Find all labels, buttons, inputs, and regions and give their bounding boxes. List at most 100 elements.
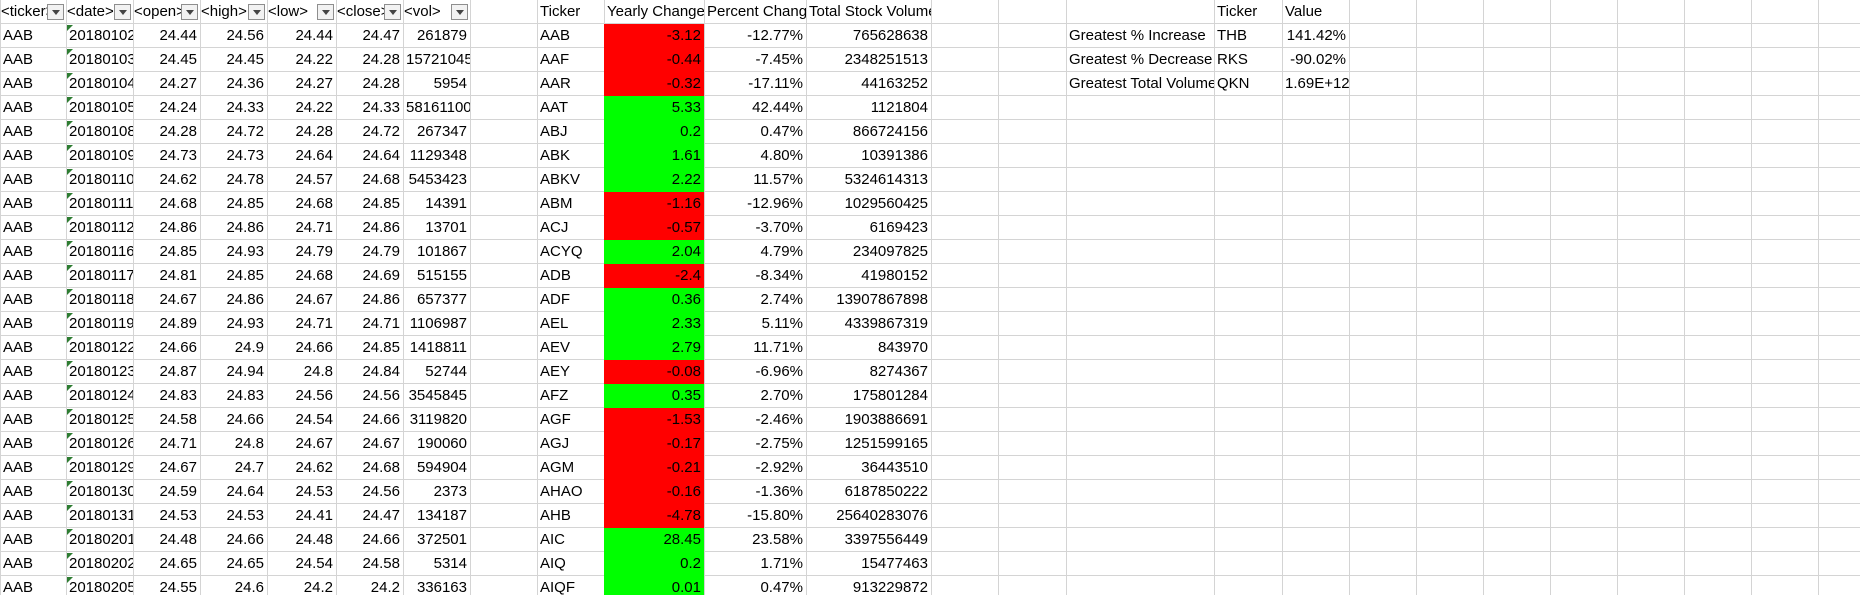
close-cell[interactable]: 24.71 [362,315,400,332]
ticker-cell[interactable]: AAB [3,339,34,356]
yearly-change-cell[interactable]: -1.16 [604,192,704,216]
yearly-change-cell[interactable]: 1.61 [604,144,704,168]
summary-header[interactable]: Yearly Change [607,3,704,20]
low-cell[interactable]: 24.71 [295,315,333,332]
yearly-change-cell[interactable]: -0.08 [604,360,704,384]
date-cell[interactable]: 20180118 [67,289,133,308]
high-cell[interactable]: 24.45 [226,51,264,68]
open-cell[interactable]: 24.68 [159,195,197,212]
close-cell[interactable]: 24.72 [362,123,400,140]
vol-cell[interactable]: 372501 [416,531,467,548]
high-cell[interactable]: 24.93 [226,315,264,332]
high-cell[interactable]: 24.53 [226,507,264,524]
close-cell[interactable]: 24.56 [362,483,400,500]
ticker-cell[interactable]: AAB [3,147,34,164]
date-cell[interactable]: 20180129 [67,457,133,476]
open-cell[interactable]: 24.28 [159,123,197,140]
filter-dropdown-icon[interactable] [248,4,265,20]
total-volume-cell[interactable]: 1029560425 [844,195,928,212]
date-cell[interactable]: 20180119 [67,313,133,332]
total-volume-cell[interactable]: 36443510 [861,459,928,476]
vol-cell[interactable]: 1106987 [409,315,467,332]
greatest-ticker-cell[interactable]: QKN [1217,75,1250,92]
summary-ticker-cell[interactable]: ACJ [540,219,569,236]
open-cell[interactable]: 24.55 [159,579,197,595]
summary-ticker-cell[interactable]: AAF [540,51,570,68]
date-cell[interactable]: 20180202 [67,553,133,572]
total-volume-cell[interactable]: 175801284 [852,387,928,404]
summary-ticker-cell[interactable]: AAB [540,27,571,44]
high-cell[interactable]: 24.72 [226,123,264,140]
ticker-cell[interactable]: AAB [3,483,34,500]
greatest-value-cell[interactable]: 1.69E+12 [1285,75,1349,92]
ticker-cell[interactable]: AAB [3,387,34,404]
filter-dropdown-icon[interactable] [317,4,334,20]
open-cell[interactable]: 24.67 [159,459,197,476]
greatest-value-cell[interactable]: 141.42% [1286,27,1346,44]
percent-change-cell[interactable]: -6.96% [755,363,803,380]
summary-ticker-cell[interactable]: AIQ [540,555,566,572]
close-cell[interactable]: 24.28 [362,75,400,92]
total-volume-cell[interactable]: 3397556449 [844,531,928,548]
vol-cell[interactable]: 134187 [416,507,467,524]
low-cell[interactable]: 24.71 [295,219,333,236]
greatest-ticker-cell[interactable]: RKS [1217,51,1248,68]
date-cell[interactable]: 20180126 [67,433,133,452]
low-cell[interactable]: 24.68 [295,195,333,212]
summary-ticker-cell[interactable]: AHB [540,507,571,524]
greatest-label-cell[interactable]: Greatest Total Volume [1069,75,1214,92]
date-cell[interactable]: 20180205 [67,577,133,595]
total-volume-cell[interactable]: 2348251513 [844,51,928,68]
yearly-change-cell[interactable]: 2.04 [604,240,704,264]
ticker-cell[interactable]: AAB [3,99,34,116]
open-cell[interactable]: 24.59 [159,483,197,500]
close-cell[interactable]: 24.64 [362,147,400,164]
open-cell[interactable]: 24.71 [159,435,197,452]
vol-cell[interactable]: 594904 [416,459,467,476]
total-volume-cell[interactable]: 15477463 [861,555,928,572]
vol-cell[interactable]: 1129348 [409,147,467,164]
summary-ticker-cell[interactable]: AAT [540,99,569,116]
percent-change-cell[interactable]: 1.71% [760,555,803,572]
vol-cell[interactable]: 2373 [433,483,467,500]
date-cell[interactable]: 20180130 [67,481,133,500]
close-cell[interactable]: 24.28 [362,51,400,68]
close-cell[interactable]: 24.85 [362,195,400,212]
close-cell[interactable]: 24.68 [362,171,400,188]
low-cell[interactable]: 24.27 [295,75,333,92]
date-cell[interactable]: 20180117 [67,265,133,284]
vol-cell[interactable]: 1418811 [409,339,467,356]
open-cell[interactable]: 24.27 [159,75,197,92]
summary-ticker-cell[interactable]: AEY [540,363,571,380]
yearly-change-cell[interactable]: 0.36 [604,288,704,312]
total-volume-cell[interactable]: 8274367 [869,363,928,380]
yearly-change-cell[interactable]: -0.17 [604,432,704,456]
ticker-cell[interactable]: AAB [3,267,34,284]
percent-change-cell[interactable]: 11.57% [753,171,803,188]
high-cell[interactable]: 24.85 [226,267,264,284]
total-volume-cell[interactable]: 1251599165 [844,435,928,452]
date-cell[interactable]: 20180105 [67,97,133,116]
close-cell[interactable]: 24.79 [362,243,400,260]
greatest-label-cell[interactable]: Greatest % Increase [1069,27,1206,44]
date-cell[interactable]: 20180109 [67,145,133,164]
total-volume-cell[interactable]: 13907867898 [836,291,928,308]
close-cell[interactable]: 24.47 [362,507,400,524]
yearly-change-cell[interactable]: 5.33 [604,96,704,120]
summary-ticker-cell[interactable]: AGM [540,459,575,476]
yearly-change-cell[interactable]: 0.01 [604,576,704,595]
summary-ticker-cell[interactable]: AHAO [540,483,583,500]
percent-change-cell[interactable]: 4.80% [760,147,803,164]
high-cell[interactable]: 24.8 [234,435,264,452]
total-volume-cell[interactable]: 866724156 [852,123,928,140]
total-volume-cell[interactable]: 843970 [877,339,928,356]
vol-cell[interactable]: 15721045 [406,51,470,68]
open-cell[interactable]: 24.83 [159,387,197,404]
total-volume-cell[interactable]: 41980152 [861,267,928,284]
close-cell[interactable]: 24.85 [362,339,400,356]
open-cell[interactable]: 24.58 [159,411,197,428]
summary-ticker-cell[interactable]: AIQF [540,579,576,595]
date-cell[interactable]: 20180111 [67,193,133,212]
high-cell[interactable]: 24.85 [226,195,264,212]
vol-cell[interactable]: 58161100 [406,99,470,116]
